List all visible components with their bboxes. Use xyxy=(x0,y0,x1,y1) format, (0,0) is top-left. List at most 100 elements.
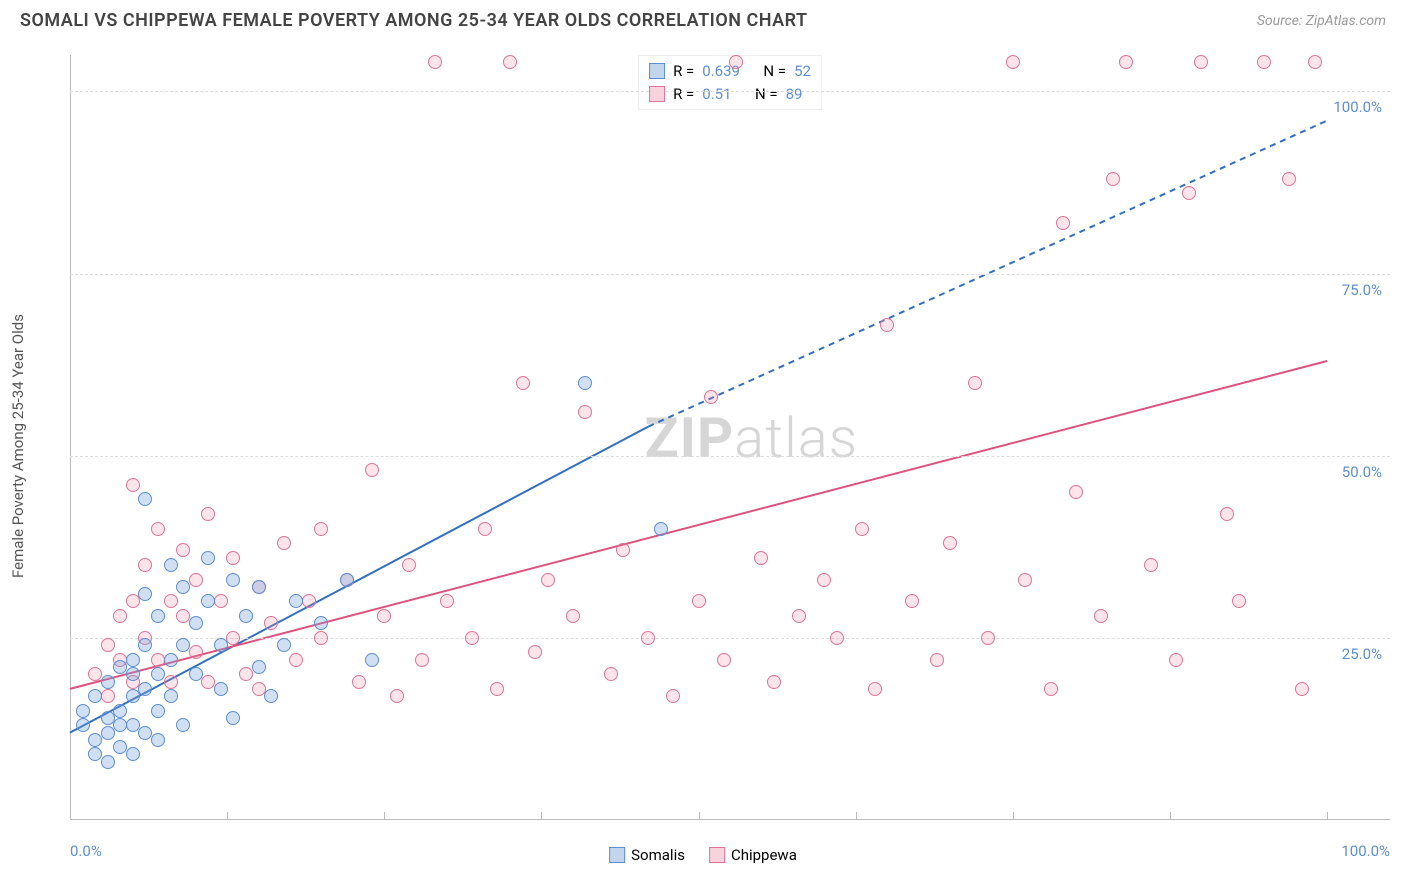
data-point xyxy=(490,682,504,696)
data-point xyxy=(226,711,240,725)
data-point xyxy=(1119,55,1133,69)
data-point xyxy=(314,616,328,630)
data-point xyxy=(277,638,291,652)
xtick-mark xyxy=(384,812,385,820)
data-point xyxy=(164,594,178,608)
data-point xyxy=(289,594,303,608)
data-point xyxy=(604,667,618,681)
data-point xyxy=(189,667,203,681)
data-point xyxy=(365,653,379,667)
ytick-label: 25.0% xyxy=(1342,645,1382,663)
data-point xyxy=(541,573,555,587)
data-point xyxy=(1018,573,1032,587)
data-point xyxy=(754,551,768,565)
data-point xyxy=(1282,172,1296,186)
data-point xyxy=(151,609,165,623)
legend-swatch-blue xyxy=(609,847,625,863)
data-point xyxy=(76,704,90,718)
data-point xyxy=(365,463,379,477)
legend-swatch-pink xyxy=(709,847,725,863)
data-point xyxy=(1232,594,1246,608)
data-point xyxy=(189,645,203,659)
legend-item-somalis: Somalis xyxy=(609,846,685,864)
data-point xyxy=(465,631,479,645)
data-point xyxy=(164,653,178,667)
data-point xyxy=(88,733,102,747)
xtick-mark xyxy=(70,812,71,820)
data-point xyxy=(126,478,140,492)
source-label: Source: ZipAtlas.com xyxy=(1257,13,1386,29)
data-point xyxy=(214,682,228,696)
data-point xyxy=(76,718,90,732)
data-point xyxy=(164,558,178,572)
legend: Somalis Chippewa xyxy=(609,846,797,864)
xtick-mark xyxy=(699,812,700,820)
data-point xyxy=(1182,186,1196,200)
data-point xyxy=(905,594,919,608)
data-point xyxy=(176,718,190,732)
data-point xyxy=(138,638,152,652)
data-point xyxy=(252,580,266,594)
data-point xyxy=(201,507,215,521)
data-point xyxy=(817,573,831,587)
data-point xyxy=(830,631,844,645)
data-point xyxy=(1295,682,1309,696)
data-point xyxy=(176,543,190,557)
xtick-mark xyxy=(1170,812,1171,820)
data-point xyxy=(503,55,517,69)
ytick-label: 50.0% xyxy=(1342,463,1382,481)
data-point xyxy=(377,609,391,623)
data-point xyxy=(138,558,152,572)
trendline xyxy=(70,361,1327,689)
xtick-mark xyxy=(227,812,228,820)
data-point xyxy=(113,704,127,718)
data-point xyxy=(943,536,957,550)
data-point xyxy=(578,405,592,419)
plot-svg xyxy=(70,55,1390,820)
data-point xyxy=(1006,55,1020,69)
data-point xyxy=(239,667,253,681)
data-point xyxy=(88,689,102,703)
data-point xyxy=(1094,609,1108,623)
data-point xyxy=(402,558,416,572)
data-point xyxy=(214,594,228,608)
data-point xyxy=(314,522,328,536)
data-point xyxy=(138,492,152,506)
xtick-mark xyxy=(1327,812,1328,820)
x-label-left: 0.0% xyxy=(70,842,102,860)
data-point xyxy=(1044,682,1058,696)
data-point xyxy=(138,682,152,696)
gridline xyxy=(70,456,1390,457)
data-point xyxy=(264,689,278,703)
data-point xyxy=(164,675,178,689)
data-point xyxy=(101,689,115,703)
data-point xyxy=(352,675,366,689)
data-point xyxy=(478,522,492,536)
ytick-label: 75.0% xyxy=(1342,281,1382,299)
data-point xyxy=(151,667,165,681)
data-point xyxy=(126,653,140,667)
data-point xyxy=(151,733,165,747)
chart-area: ZIPatlas R = 0.639 N = 52 R = 0.51 N = 8… xyxy=(70,55,1390,820)
data-point xyxy=(516,376,530,390)
data-point xyxy=(340,573,354,587)
data-point xyxy=(201,594,215,608)
xtick-mark xyxy=(1013,812,1014,820)
xtick-mark xyxy=(541,812,542,820)
data-point xyxy=(113,609,127,623)
data-point xyxy=(101,755,115,769)
data-point xyxy=(704,390,718,404)
data-point xyxy=(277,536,291,550)
data-point xyxy=(101,638,115,652)
data-point xyxy=(1144,558,1158,572)
y-axis-label: Female Poverty Among 25-34 Year Olds xyxy=(9,314,27,578)
data-point xyxy=(239,609,253,623)
ytick-label: 100.0% xyxy=(1333,98,1382,116)
data-point xyxy=(855,522,869,536)
data-point xyxy=(289,653,303,667)
data-point xyxy=(641,631,655,645)
gridline xyxy=(70,638,1390,639)
data-point xyxy=(138,587,152,601)
data-point xyxy=(101,675,115,689)
data-point xyxy=(428,55,442,69)
